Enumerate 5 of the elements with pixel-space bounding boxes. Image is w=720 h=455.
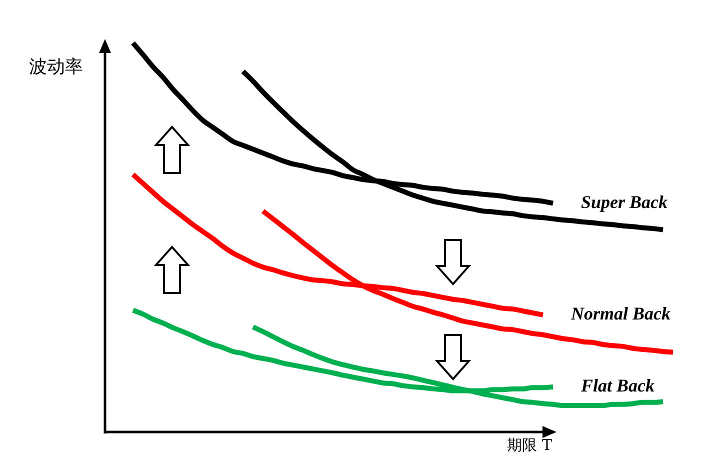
series-label: Super Back: [581, 192, 668, 212]
series-label: Normal Back: [570, 304, 671, 324]
y-axis-title: 波动率: [29, 56, 83, 78]
x-axis-title: 期限 T: [507, 436, 552, 454]
series-label: Flat Back: [580, 376, 655, 396]
